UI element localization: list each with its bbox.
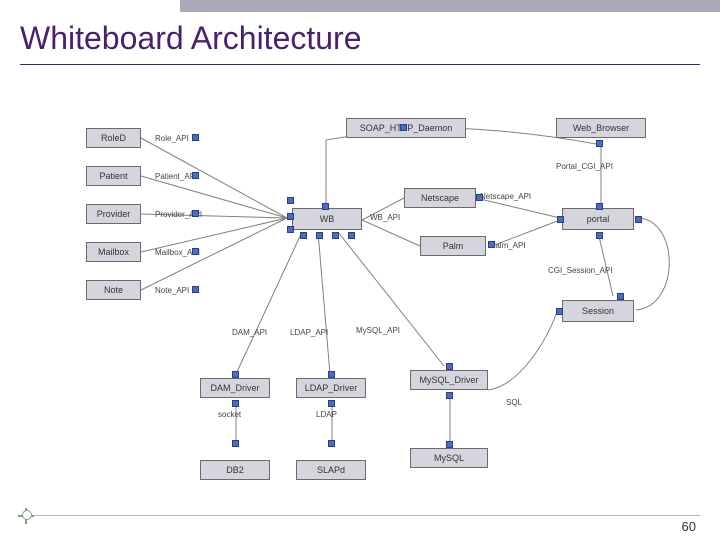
port-square [476,194,483,201]
port-square [300,232,307,239]
api-label: Note_API [155,286,189,295]
port-square [596,140,603,147]
api-label: Portal_CGI_API [556,162,613,171]
node-note: Note [86,280,141,300]
node-mailbox: Mailbox [86,242,141,262]
node-mysql: MySQL [410,448,488,468]
api-label: SQL [506,398,522,407]
port-square [322,203,329,210]
node-dam_driver: DAM_Driver [200,378,270,398]
api-label: CGI_Session_API [548,266,612,275]
node-patient: Patient [86,166,141,186]
node-netscape: Netscape [404,188,476,208]
api-label: Patient_API [155,172,197,181]
port-square [332,232,339,239]
port-square [446,392,453,399]
port-square [400,124,407,131]
api-label: socket [218,410,241,419]
footer-ornament-dot [22,510,32,520]
port-square [328,371,335,378]
port-square [287,197,294,204]
port-square [192,210,199,217]
port-square [192,134,199,141]
port-square [556,308,563,315]
port-square [617,293,624,300]
port-square [287,213,294,220]
api-label: WB_API [370,213,400,222]
slide-topbar [180,0,720,12]
port-square [446,363,453,370]
api-label: LDAP_API [290,328,328,337]
port-square [596,203,603,210]
node-db2: DB2 [200,460,270,480]
port-square [446,441,453,448]
architecture-diagram: RoleD Patient Provider Mailbox Note WB Netscap… [0,68,720,510]
node-session: Session [562,300,634,322]
footer-rule [20,515,700,516]
api-label: Netscape_API [480,192,531,201]
node-portal: portal [562,208,634,230]
node-roled: RoleD [86,128,141,148]
api-label: LDAP [316,410,337,419]
port-square [232,400,239,407]
port-square [488,241,495,248]
port-square [192,286,199,293]
port-square [287,226,294,233]
node-ldap_driver: LDAP_Driver [296,378,366,398]
api-label: Palm_API [490,241,526,250]
api-label: Role_API [155,134,189,143]
port-square [232,440,239,447]
node-webbrowser: Web_Browser [556,118,646,138]
port-square [192,248,199,255]
api-label: DAM_API [232,328,267,337]
api-label: MySQL_API [356,326,400,335]
port-square [316,232,323,239]
port-square [232,371,239,378]
node-provider: Provider [86,204,141,224]
port-square [557,216,564,223]
node-slapd: SLAPd [296,460,366,480]
page-number: 60 [682,519,696,534]
port-square [192,172,199,179]
port-square [348,232,355,239]
node-mysql_driver: MySQL_Driver [410,370,488,390]
port-square [328,440,335,447]
port-square [596,232,603,239]
port-square [635,216,642,223]
port-square [328,400,335,407]
slide-title: Whiteboard Architecture [20,20,362,57]
node-palm: Palm [420,236,486,256]
node-wb: WB [292,208,362,230]
title-rule [20,64,700,65]
